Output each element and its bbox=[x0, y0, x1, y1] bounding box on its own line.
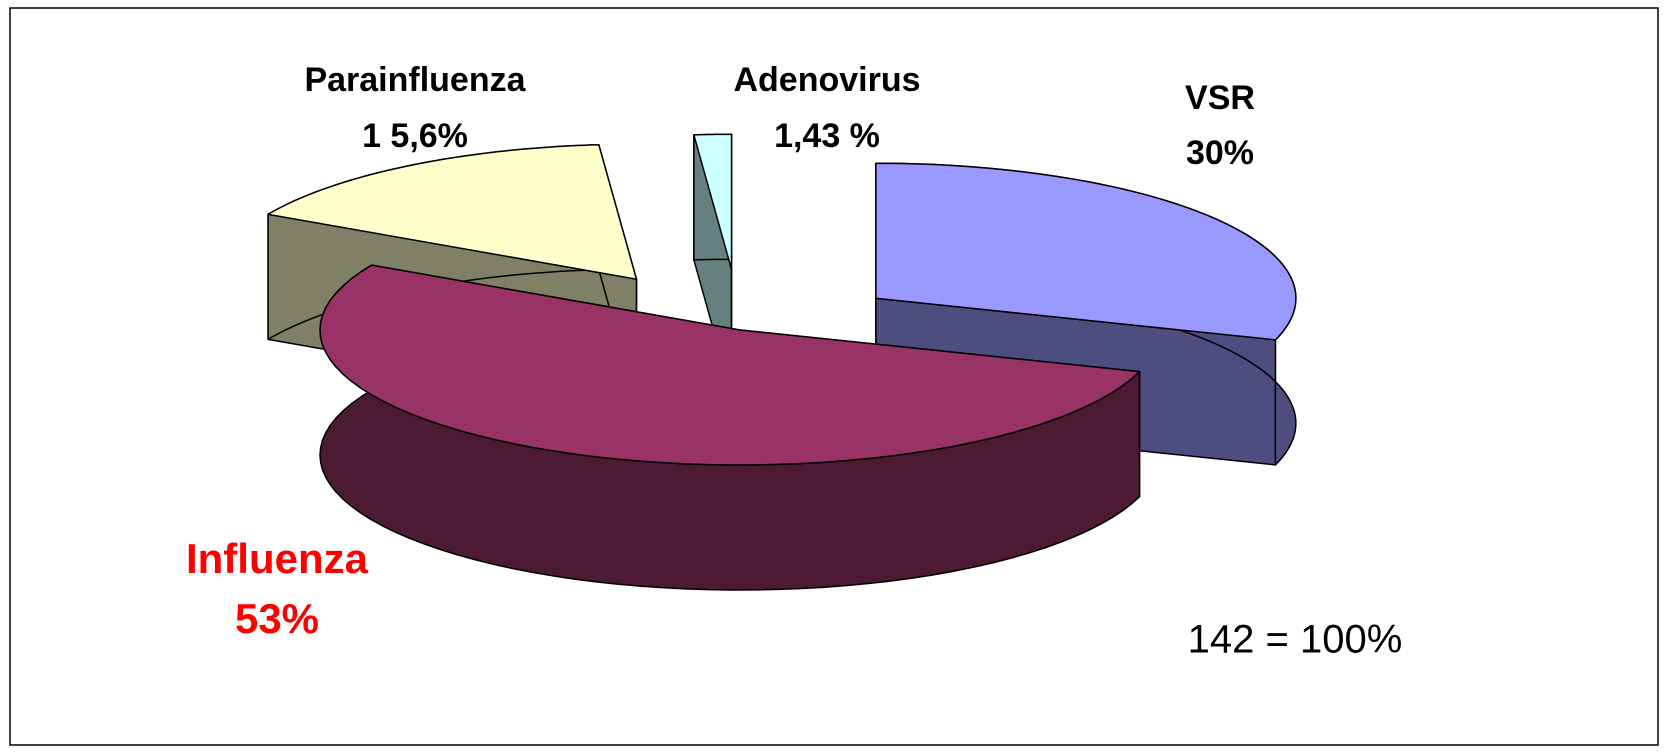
slice-label: Parainfluenza bbox=[304, 61, 526, 99]
slice-label: Influenza bbox=[186, 535, 369, 582]
slice-value-label: 1 5,6% bbox=[362, 117, 468, 155]
slice-top bbox=[693, 133, 733, 271]
slice-value-label: 53% bbox=[235, 595, 319, 642]
pie-slice bbox=[319, 264, 1141, 591]
annotation: 142 = 100% bbox=[1188, 618, 1403, 662]
slice-value-label: 1,43 % bbox=[774, 117, 880, 155]
slice-top bbox=[319, 264, 1141, 466]
slice-top bbox=[267, 143, 638, 280]
slice-label: VSR bbox=[1185, 79, 1255, 117]
slice-value-label: 30% bbox=[1186, 134, 1254, 172]
slice-top bbox=[875, 162, 1297, 341]
slice-label: Adenovirus bbox=[733, 61, 920, 99]
